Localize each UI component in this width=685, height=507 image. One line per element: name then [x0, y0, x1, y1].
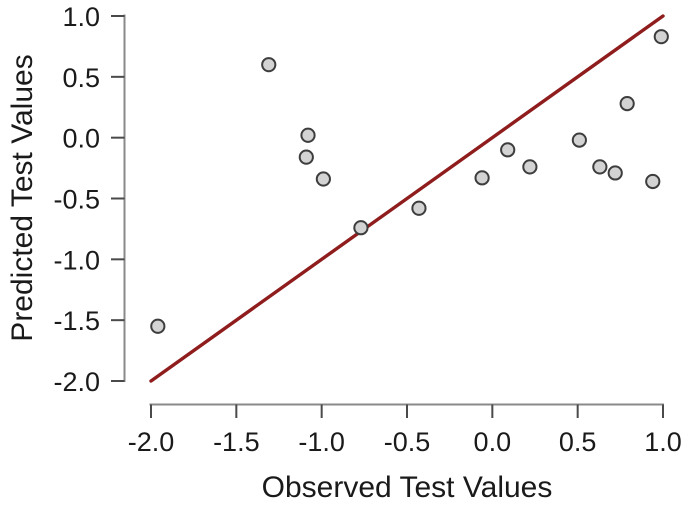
data-point — [150, 318, 166, 334]
y-tick-label: 0.5 — [62, 63, 100, 93]
x-tick-label: -1.0 — [298, 427, 345, 457]
x-tick-label: -0.5 — [384, 427, 431, 457]
data-point — [653, 29, 669, 45]
y-tick-label: 1.0 — [62, 2, 100, 32]
data-point — [592, 159, 608, 175]
data-point — [522, 159, 538, 175]
data-point — [474, 170, 490, 186]
data-point — [298, 149, 314, 165]
y-tick-label: -1.0 — [53, 245, 100, 275]
x-tick-label: 1.0 — [644, 427, 682, 457]
identity-line — [149, 14, 665, 383]
plot-area — [149, 14, 669, 383]
y-tick-label: 0.0 — [62, 124, 100, 154]
y-tick-label: -0.5 — [53, 185, 100, 215]
data-point — [645, 173, 661, 190]
data-point — [315, 171, 331, 187]
data-point — [353, 220, 369, 236]
data-point — [500, 142, 516, 158]
y-tick-label: -1.5 — [53, 306, 100, 336]
data-point — [619, 96, 635, 112]
y-tick-label: -2.0 — [53, 367, 100, 397]
x-tick-label: 0.0 — [474, 427, 512, 457]
data-point — [411, 200, 427, 216]
x-tick-label: -2.0 — [128, 427, 175, 457]
y-axis-title: Predicted Test Values — [6, 54, 39, 341]
axes: -2.0 -1.5 -1.0 -0.5 0.0 0.5 1.0 -2.0 -1.5 -1.0 -0.… — [53, 2, 681, 457]
data-point — [607, 165, 623, 181]
x-tick-label: -1.5 — [213, 427, 260, 457]
x-axis-title: Observed Test Values — [262, 471, 553, 504]
data-point — [571, 132, 587, 148]
data-point — [261, 57, 277, 73]
data-point — [300, 127, 316, 143]
x-tick-label: 0.5 — [559, 427, 597, 457]
